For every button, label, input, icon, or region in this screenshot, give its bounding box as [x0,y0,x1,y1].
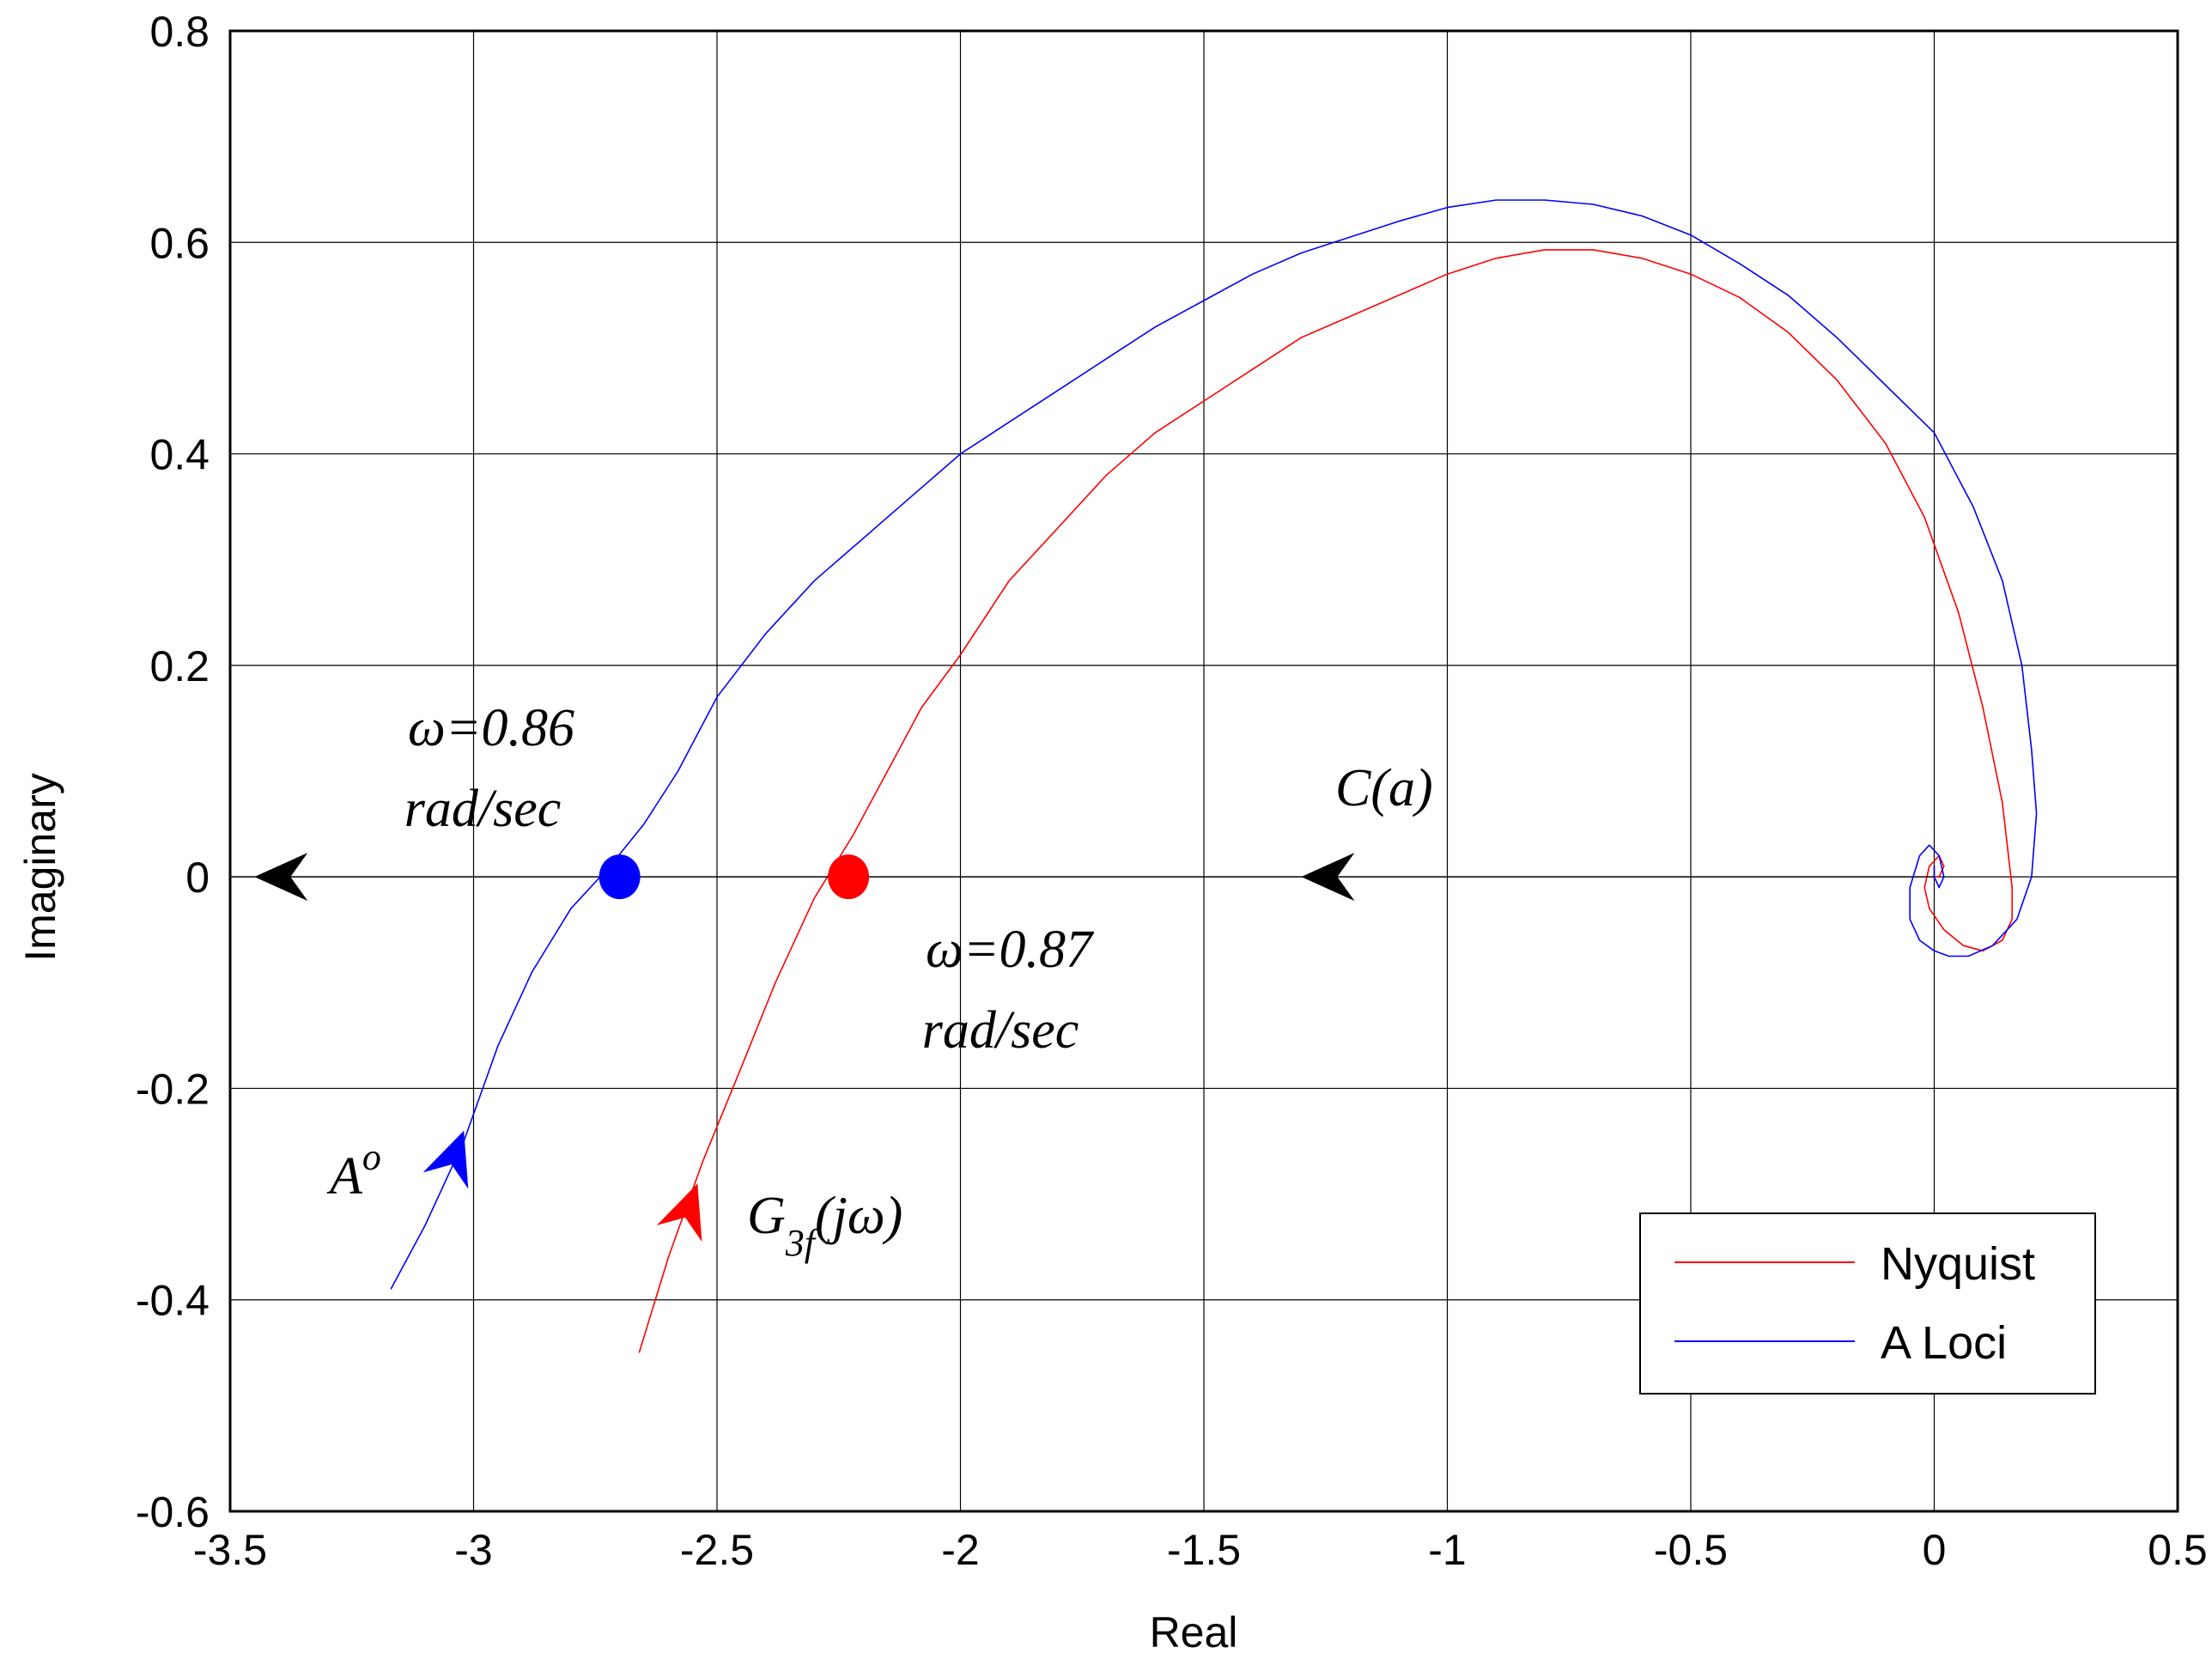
legend: Nyquist A Loci [1639,1212,2096,1395]
series-line-1 [390,199,2038,1290]
x-tick-label-5: -1 [1428,1526,1466,1574]
a-loci-base: A [326,1147,363,1206]
y-axis-label: Imaginary [16,773,64,962]
g3f-label: G3f(jω) [747,1187,902,1264]
y-tick-label-4: 0.2 [149,642,210,690]
aloci-arrow [422,1130,469,1189]
plot-frame [228,29,2179,1513]
legend-label-aloci: A Loci [1881,1317,2007,1369]
ca-arrow-left [254,853,308,902]
series-line-0 [638,249,2013,1353]
omega-aloci-unit: rad/sec [404,780,562,838]
x-tick-label-6: -0.5 [1654,1526,1728,1574]
x-tick-label-2: -2.5 [680,1526,754,1574]
g3f-rest: (jω) [815,1187,902,1245]
y-tick-label-5: 0.4 [149,431,210,479]
y-tick-label-3: 0 [185,854,210,902]
legend-label-nyquist: Nyquist [1881,1238,2035,1290]
y-tick-label-6: 0.6 [149,219,210,267]
markers [254,853,1355,1243]
g3f-sub: 3f [785,1222,820,1264]
y-tick-label-2: -0.2 [136,1065,210,1113]
x-tick-label-8: 0.5 [2148,1526,2208,1574]
x-tick-label-4: -1.5 [1167,1526,1241,1574]
g3f-base: G [747,1187,786,1245]
tick-labels: -3.5 -3 -2.5 -2 -1.5 -1 -0.5 0 0.5 -0.6 -0.4 -0.2 0 0… [136,8,2208,1574]
omega-aloci-label: ω=0.86 [408,699,574,757]
omega-nyquist-unit: rad/sec [922,1001,1079,1060]
x-tick-label-1: -3 [454,1526,492,1574]
y-tick-label-1: -0.4 [136,1277,210,1325]
series-lines [230,199,2038,1353]
y-tick-label-0: -0.6 [136,1488,210,1536]
x-axis-label: Real [1150,1608,1238,1656]
omega-nyquist-label: ω=0.87 [926,921,1095,979]
ca-arrow-mid [1301,853,1355,902]
y-tick-label-7: 0.8 [149,8,210,56]
c-a-label: C(a) [1335,759,1433,817]
intersection-point-0 [599,854,641,900]
legend-box [1639,1212,2096,1395]
a-loci-label: Ao [326,1136,381,1206]
nyquist-arrow [656,1183,702,1243]
a-loci-sup: o [362,1136,381,1178]
x-tick-label-7: 0 [1923,1526,1947,1574]
intersection-point-1 [828,854,870,900]
x-tick-label-3: -2 [941,1526,979,1574]
x-tick-label-0: -3.5 [193,1526,267,1574]
